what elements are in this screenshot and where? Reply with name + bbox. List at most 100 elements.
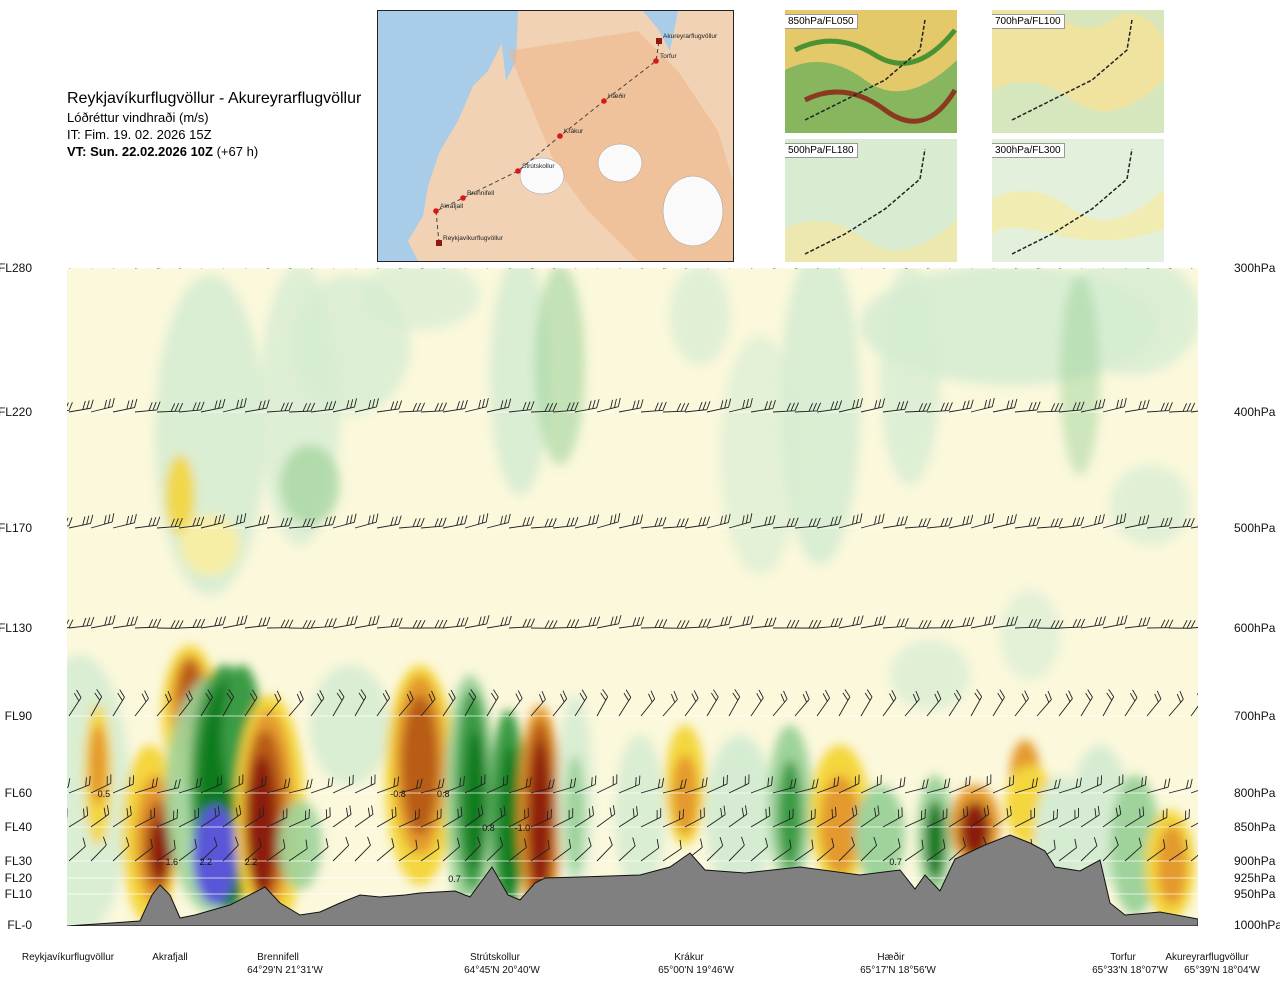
wind-barb <box>200 805 220 828</box>
map-airport-marker <box>656 38 662 44</box>
panel-300[interactable]: 300hPa/FL300 <box>992 139 1164 262</box>
cell-value-label: 2.2 <box>199 857 212 867</box>
left-axis-tick: FL90 <box>5 709 33 723</box>
velocity-shading <box>500 745 520 895</box>
wind-barb <box>310 400 337 413</box>
wind-barb <box>552 690 568 717</box>
velocity-shading <box>672 755 698 835</box>
wind-barb <box>508 618 535 629</box>
wind-barb <box>1102 805 1122 828</box>
map-waypoint-label: Strútskollur <box>522 163 555 170</box>
wind-barb <box>596 268 619 269</box>
wind-barb <box>1190 268 1198 269</box>
left-axis-tick: FL30 <box>5 854 33 868</box>
wind-barb <box>794 402 822 413</box>
wind-barb <box>926 268 949 269</box>
wind-barb <box>1036 518 1063 529</box>
wind-barb <box>750 399 776 413</box>
wind-barb <box>926 808 948 828</box>
wind-barb <box>684 807 705 828</box>
wind-barb <box>376 689 391 717</box>
right-axis-tick: 700hPa <box>1234 709 1276 723</box>
velocity-shading <box>1110 465 1190 545</box>
terrain-profile <box>67 834 1198 926</box>
wind-barb <box>310 690 325 717</box>
wind-barb <box>530 778 555 794</box>
wind-barb <box>112 775 135 794</box>
wind-barb <box>156 839 176 862</box>
wind-barb <box>134 618 162 629</box>
wind-barb <box>376 617 403 629</box>
wind-barb <box>948 689 962 717</box>
route-map[interactable]: Reykjavíkurflugvöllur Akrafjall Brennifell… <box>377 10 734 262</box>
wind-barb <box>574 399 600 413</box>
wind-barb <box>1058 777 1082 794</box>
wind-barb <box>1058 268 1081 269</box>
wind-barb <box>442 617 469 629</box>
wind-barb <box>662 809 684 828</box>
wind-barb <box>1058 618 1086 629</box>
wind-barb <box>266 839 286 862</box>
left-axis-tick: FL130 <box>0 621 32 635</box>
wind-barb <box>354 615 380 629</box>
wind-barb <box>530 809 552 828</box>
wind-barb <box>1080 689 1093 717</box>
wind-barb <box>508 690 523 717</box>
wind-barb <box>1036 268 1059 269</box>
wind-barb <box>772 517 799 529</box>
map-waypoint-label: Akureyrarflugvöllur <box>663 33 718 40</box>
wind-barb <box>948 616 975 629</box>
velocity-shading <box>535 268 585 465</box>
wind-barb <box>1190 785 1198 794</box>
map-waypoint-marker <box>557 133 563 139</box>
wind-barb <box>926 402 953 413</box>
panel-850[interactable]: 850hPa/FL050 <box>785 10 957 133</box>
wind-barb <box>772 268 795 269</box>
wind-barb <box>1102 774 1124 794</box>
cross-section-svg: 0.5 1.6 2.2 2.2 -0.8 0.8 0.7 0.8 -1.0 0.7 FL280 30… <box>0 261 1280 976</box>
wind-barb <box>1058 690 1073 717</box>
wind-barb <box>926 619 954 629</box>
wind-barb <box>1124 806 1145 828</box>
wind-barb <box>728 774 750 794</box>
cell-value-label: -1.0 <box>515 823 531 833</box>
wind-barb <box>442 689 456 717</box>
map-waypoint-marker <box>653 58 659 64</box>
velocity-shading <box>278 800 322 890</box>
wind-barb <box>1168 402 1196 413</box>
cell-value-label: -0.8 <box>390 789 406 799</box>
wind-barb <box>222 805 242 828</box>
panel-500-label: 500hPa/FL180 <box>785 143 858 158</box>
map-waypoint-marker <box>601 98 607 104</box>
panel-500[interactable]: 500hPa/FL180 <box>785 139 957 262</box>
wind-barb <box>970 615 996 629</box>
wind-barb <box>750 617 777 629</box>
wind-barb <box>442 837 461 862</box>
wind-barb <box>596 513 621 529</box>
panel-700[interactable]: 700hPa/FL100 <box>992 10 1164 133</box>
wind-barb <box>332 805 352 828</box>
wind-barb <box>200 398 226 413</box>
wind-barb <box>1124 775 1147 794</box>
wind-barb <box>1124 514 1150 529</box>
wind-barb <box>112 837 130 862</box>
wind-barb <box>530 518 557 529</box>
panel-850-graphic <box>785 10 957 133</box>
wind-barb <box>574 514 600 529</box>
wind-barb <box>552 401 579 413</box>
wind-barb <box>860 268 883 269</box>
wind-barb <box>926 778 951 794</box>
wind-barb <box>1080 268 1103 269</box>
wind-barb <box>970 513 995 529</box>
wind-barb <box>618 616 645 629</box>
wind-barb <box>794 517 821 529</box>
cross-section-chart[interactable]: 0.5 1.6 2.2 2.2 -0.8 0.8 0.7 0.8 -1.0 0.7 FL280 30… <box>0 255 1280 981</box>
wind-barb <box>266 619 294 629</box>
wind-barb <box>222 615 248 629</box>
wind-barb <box>398 778 423 794</box>
waypoint-name: Strútskollur <box>470 952 521 963</box>
waypoint-name: Brennifell <box>257 952 299 963</box>
wind-barb <box>1124 837 1142 862</box>
wind-barb <box>244 268 267 269</box>
wind-barb <box>67 778 71 794</box>
